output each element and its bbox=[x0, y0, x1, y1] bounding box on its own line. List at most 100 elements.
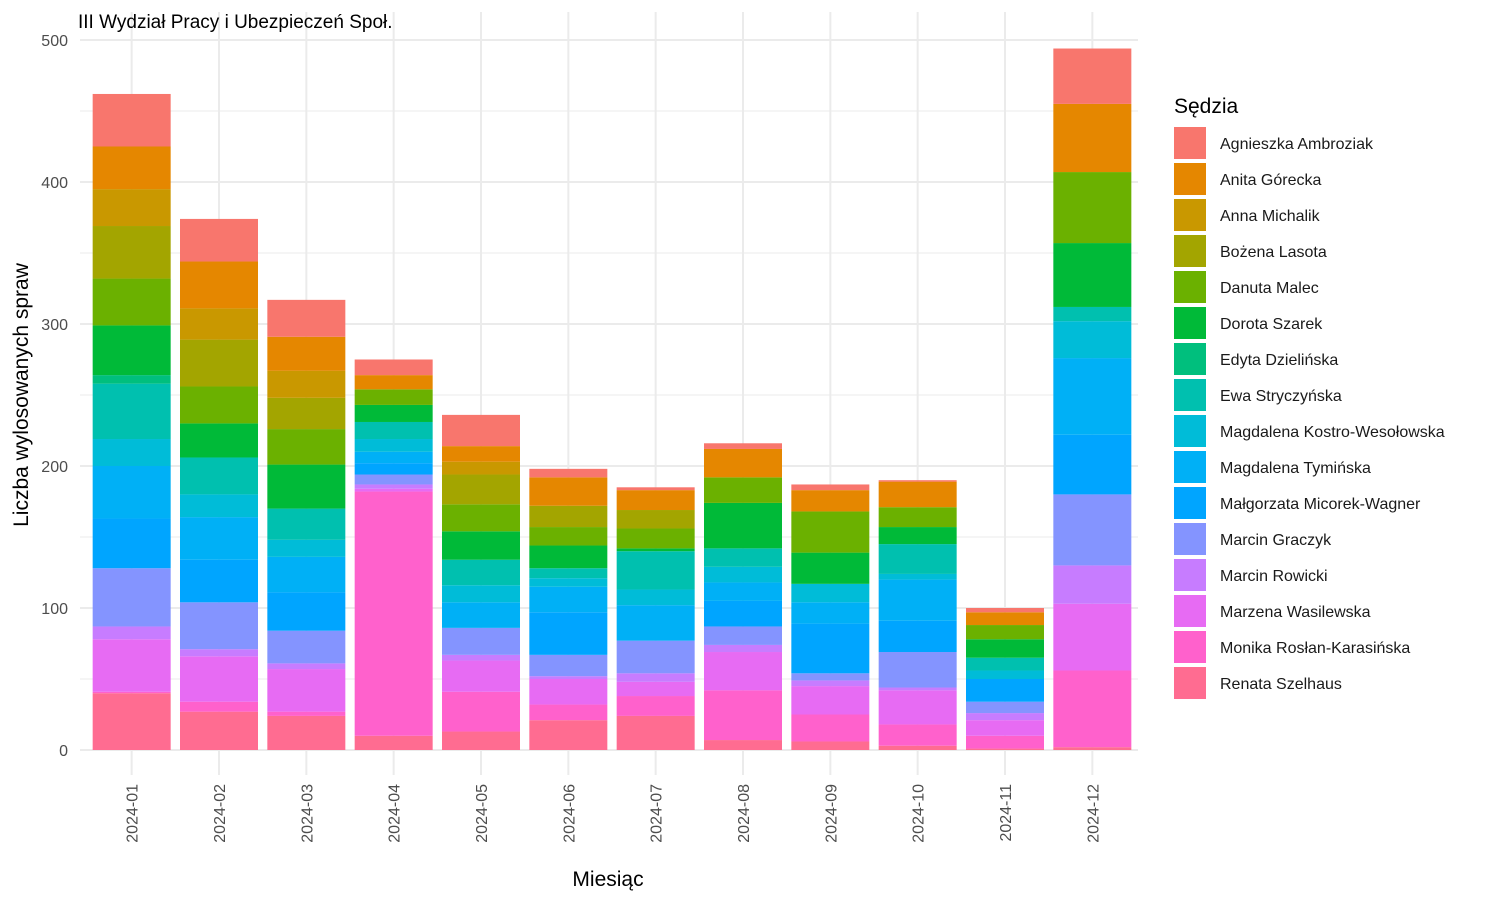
bar-segment bbox=[442, 654, 520, 661]
bar-segment bbox=[92, 383, 171, 440]
x-tick-label: 2024-04 bbox=[387, 784, 404, 843]
bar-segment bbox=[966, 748, 1044, 750]
bar-segment bbox=[354, 735, 433, 750]
bar-segment bbox=[966, 657, 1044, 671]
bar-segment bbox=[1053, 103, 1132, 173]
bar-segment bbox=[267, 539, 346, 557]
bar-segment bbox=[92, 568, 171, 627]
bar-segment bbox=[791, 602, 870, 624]
x-tick-label: 2024-03 bbox=[299, 784, 316, 843]
bar-segment bbox=[267, 669, 346, 712]
bar-segment bbox=[878, 652, 957, 688]
y-axis-ticks: 0 100 200 300 400 500 bbox=[41, 33, 68, 760]
bar-segment bbox=[704, 652, 782, 691]
bar-segment bbox=[878, 687, 957, 691]
x-tick-label: 2024-05 bbox=[474, 784, 491, 843]
bar-segment bbox=[529, 676, 608, 679]
bar-segment bbox=[966, 612, 1044, 626]
bar-segment bbox=[267, 336, 346, 371]
bar-segment bbox=[529, 612, 608, 655]
legend-swatch bbox=[1174, 559, 1206, 591]
legend-label: Marcin Rowicki bbox=[1220, 568, 1328, 585]
bar-segment bbox=[92, 146, 171, 190]
bar-segment bbox=[92, 226, 171, 279]
legend-swatch bbox=[1174, 271, 1206, 303]
bar-segment bbox=[442, 627, 520, 655]
bar-segment bbox=[529, 468, 608, 478]
legend-swatch bbox=[1174, 199, 1206, 231]
bar-segment bbox=[442, 585, 520, 603]
bar-segment bbox=[791, 680, 870, 687]
bar-segment bbox=[267, 508, 346, 540]
legend-label: Marcin Graczyk bbox=[1220, 532, 1332, 549]
bar-segment bbox=[704, 582, 782, 601]
legend-label: Danuta Malec bbox=[1220, 280, 1319, 297]
bar-segment bbox=[966, 701, 1044, 714]
bar-segment bbox=[1053, 494, 1132, 566]
bar-segment bbox=[180, 261, 258, 309]
bar-segment bbox=[354, 488, 433, 492]
bar-segment bbox=[529, 568, 608, 579]
bar-segment bbox=[92, 278, 171, 326]
bar-segment bbox=[1053, 670, 1132, 748]
y-tick-label: 200 bbox=[41, 459, 68, 476]
bar-segment bbox=[354, 484, 433, 489]
bar-segment bbox=[92, 626, 171, 640]
bar-segment bbox=[442, 504, 520, 532]
bar-segment bbox=[704, 502, 782, 549]
x-tick-label: 2024-10 bbox=[911, 784, 928, 843]
bar-segment bbox=[354, 404, 433, 422]
bar-segment bbox=[442, 731, 520, 750]
bar-segment bbox=[878, 544, 957, 574]
legend-swatch bbox=[1174, 631, 1206, 663]
legend-label: Magdalena Tymińska bbox=[1220, 460, 1371, 477]
y-tick-label: 100 bbox=[41, 601, 68, 618]
bar-segment bbox=[529, 720, 608, 750]
bar-segment bbox=[354, 375, 433, 390]
bar-segment bbox=[442, 660, 520, 692]
bar-segment bbox=[616, 696, 695, 716]
bar-segment bbox=[267, 429, 346, 465]
bar-segment bbox=[180, 308, 258, 340]
bar-segment bbox=[267, 711, 346, 716]
bar-segment bbox=[878, 579, 957, 621]
legend-label: Magdalena Kostro-Wesołowska bbox=[1220, 424, 1445, 441]
legend-swatch bbox=[1174, 343, 1206, 375]
legend-label: Edyta Dzielińska bbox=[1220, 352, 1338, 369]
bar-segment bbox=[180, 649, 258, 657]
bar-segment bbox=[92, 639, 171, 692]
bar-segment bbox=[267, 556, 346, 593]
bar-segment bbox=[791, 511, 870, 553]
bar-segment bbox=[616, 487, 695, 491]
bar-segment bbox=[354, 474, 433, 485]
bar-segment bbox=[442, 414, 520, 447]
legend-label: Małgorzata Micorek-Wagner bbox=[1220, 496, 1421, 513]
x-tick-label: 2024-06 bbox=[561, 784, 578, 843]
bar-segment bbox=[180, 494, 258, 518]
legend-swatch bbox=[1174, 523, 1206, 555]
y-tick-label: 0 bbox=[59, 743, 68, 760]
bar-segment bbox=[1053, 358, 1132, 435]
x-tick-label: 2024-08 bbox=[736, 784, 753, 843]
bar-segment bbox=[878, 573, 957, 580]
legend: Sędzia Agnieszka Ambroziak Anita Górecka A… bbox=[1174, 95, 1445, 699]
bar-segment bbox=[442, 559, 520, 586]
bar-segment bbox=[354, 359, 433, 376]
bar-segment bbox=[966, 670, 1044, 679]
bar-segment bbox=[616, 490, 695, 511]
legend-swatch bbox=[1174, 163, 1206, 195]
bar-segment bbox=[616, 681, 695, 697]
bar-segment bbox=[1053, 172, 1132, 244]
bar-segment bbox=[704, 644, 782, 653]
x-tick-label: 2024-01 bbox=[125, 784, 142, 843]
bar-segment bbox=[529, 578, 608, 587]
bar-segment bbox=[354, 491, 433, 736]
legend-label: Dorota Szarek bbox=[1220, 316, 1323, 333]
bar-segment bbox=[878, 724, 957, 746]
bar-segment bbox=[529, 527, 608, 546]
legend-label: Marzena Wasilewska bbox=[1220, 604, 1371, 621]
bar-segment bbox=[704, 566, 782, 583]
bar-segment bbox=[704, 626, 782, 645]
x-tick-label: 2024-07 bbox=[649, 784, 666, 843]
